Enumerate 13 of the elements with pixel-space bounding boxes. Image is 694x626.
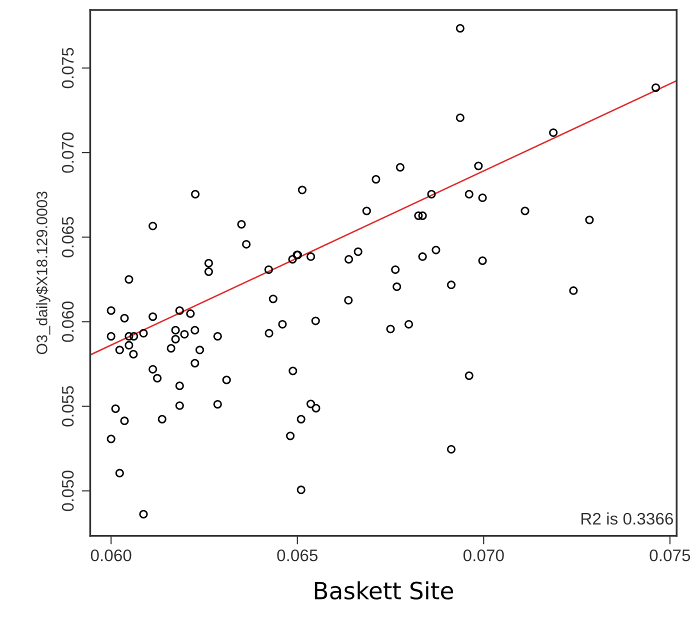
y-tick-label: 0.055 xyxy=(62,386,74,426)
x-axis-title: Baskett Site xyxy=(314,581,454,600)
y-tick-label: 0.060 xyxy=(62,302,74,342)
x-tick-label: 0.070 xyxy=(463,549,504,562)
y-tick-label: 0.070 xyxy=(62,132,74,173)
annotation: R2 is 0.3366 xyxy=(582,512,673,525)
y-tick-label: 0.065 xyxy=(62,217,74,258)
y-tick-label: 0.050 xyxy=(62,470,74,512)
y-tick-label: 0.075 xyxy=(62,48,74,88)
x-tick-label: 0.075 xyxy=(650,549,690,562)
x-tick-label: 0.065 xyxy=(277,549,318,562)
y-axis-title: O3_daily$X18.129.0003 xyxy=(36,192,50,354)
x-tick-label: 0.060 xyxy=(90,549,132,562)
